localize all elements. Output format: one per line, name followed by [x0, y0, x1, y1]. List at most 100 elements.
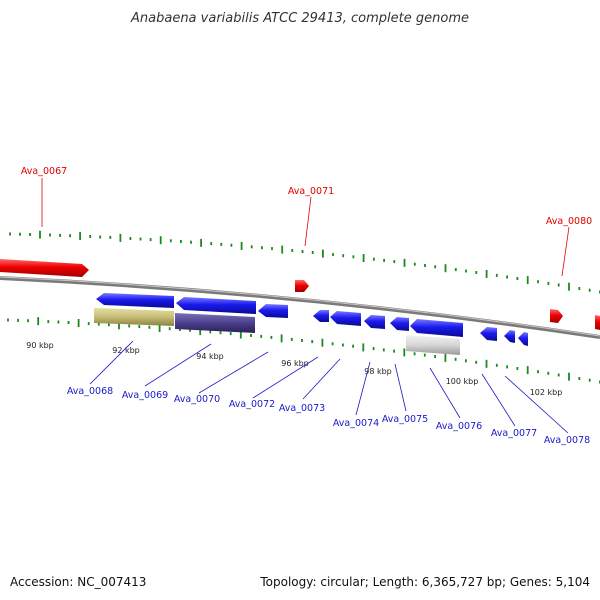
minor-tick [67, 321, 70, 324]
label-leader [304, 196, 312, 247]
minor-tick [372, 347, 375, 351]
gene-ava-0080[interactable] [550, 309, 563, 323]
minor-tick [291, 249, 294, 252]
gene-ava-0071[interactable] [295, 280, 309, 292]
minor-tick [250, 334, 252, 337]
minor-tick [557, 373, 560, 377]
gene-label-ava-0072[interactable]: Ava_0072 [229, 399, 275, 410]
minor-tick [219, 331, 222, 335]
minor-tick [190, 240, 192, 244]
minor-tick [434, 265, 437, 269]
major-tick [158, 324, 161, 332]
minor-tick [588, 288, 591, 292]
outer-tick-track [9, 230, 600, 294]
gene-label-ava-0069[interactable]: Ava_0069 [122, 390, 168, 401]
gene-label-ava-0070[interactable]: Ava_0070 [174, 394, 220, 405]
minor-tick [169, 239, 172, 243]
minor-tick [475, 271, 478, 274]
major-tick [403, 258, 406, 267]
minor-tick [475, 360, 478, 364]
minor-tick [495, 363, 498, 367]
gene-label-ava-0067[interactable]: Ava_0067 [21, 166, 67, 177]
gene-ava-0068-block[interactable] [94, 308, 174, 326]
major-tick [526, 276, 529, 285]
major-tick [200, 238, 202, 247]
label-leader [198, 351, 269, 394]
label-leader [481, 373, 516, 427]
minor-tick [465, 269, 467, 273]
minor-tick [578, 377, 581, 380]
major-tick [79, 232, 81, 241]
major-tick [444, 353, 447, 362]
minor-tick [7, 318, 9, 322]
minor-tick [342, 254, 345, 258]
minor-tick [516, 277, 519, 280]
minor-tick [229, 332, 232, 336]
label-leader [302, 358, 341, 400]
major-tick [403, 348, 406, 357]
minor-tick [454, 357, 457, 361]
map-title: Anabaena variabilis ATCC 29413, complete… [130, 11, 469, 26]
gene-ava-0075-arrow[interactable] [364, 315, 385, 329]
minor-tick [465, 359, 467, 363]
gene-label-ava-0073[interactable]: Ava_0073 [279, 403, 325, 414]
gene-label-ava-0080[interactable]: Ava_0080 [546, 216, 592, 227]
minor-tick [270, 335, 273, 339]
label-leader [89, 340, 134, 385]
gene-label-ava-0077[interactable]: Ava_0077 [491, 428, 537, 439]
minor-tick [413, 262, 416, 266]
minor-tick [495, 273, 498, 277]
gene-ava-0079-arrow[interactable] [518, 332, 528, 346]
gene-ava-0073-arrow[interactable] [313, 310, 329, 322]
gene-ava-0077-arrow[interactable] [480, 327, 497, 341]
minor-tick [352, 255, 355, 259]
gene-label-ava-0071[interactable]: Ava_0071 [288, 186, 334, 197]
gene-ava-0076-block[interactable] [406, 335, 460, 355]
minor-tick [424, 264, 426, 267]
major-tick [362, 343, 365, 352]
gene-ava-0076-arrow[interactable] [390, 317, 409, 331]
minor-tick [148, 325, 151, 329]
gene-label-ava-0068[interactable]: Ava_0068 [67, 386, 113, 397]
gene-label-ava-0074[interactable]: Ava_0074 [333, 418, 379, 429]
gene-ava-0069-block[interactable] [175, 313, 255, 333]
minor-tick [413, 352, 416, 356]
scale-label: 102 kbp [530, 388, 563, 397]
minor-tick [49, 233, 51, 237]
gene-ava-0076b-arrow[interactable] [410, 319, 463, 337]
scale-label: 94 kbp [196, 352, 224, 361]
minor-tick [373, 257, 375, 261]
major-tick [444, 264, 447, 273]
major-tick [37, 317, 40, 326]
gene-ava-0069-arrow[interactable] [96, 293, 174, 308]
gene-ava-0070-arrow[interactable] [176, 297, 256, 314]
minor-tick [129, 237, 132, 240]
minor-tick [311, 251, 314, 254]
minor-tick [87, 322, 90, 326]
label-leader [394, 363, 407, 412]
gene-ava-0081[interactable] [595, 315, 600, 330]
minor-tick [17, 318, 19, 322]
genome-backbone [0, 276, 600, 339]
minor-tick [189, 328, 191, 332]
minor-tick [29, 233, 31, 236]
minor-tick [47, 320, 50, 324]
major-tick [362, 254, 365, 262]
gene-label-ava-0078[interactable]: Ava_0078 [544, 435, 590, 446]
gene-ava-0067[interactable] [0, 259, 89, 277]
gene-label-ava-0076[interactable]: Ava_0076 [436, 421, 482, 432]
major-tick [321, 338, 324, 347]
gene-ava-0074-arrow[interactable] [330, 311, 361, 326]
minor-tick [311, 340, 314, 344]
minor-tick [382, 348, 385, 352]
minor-tick [516, 367, 519, 370]
gene-ava-0072-arrow[interactable] [258, 304, 288, 318]
gene-ava-0078-arrow[interactable] [504, 330, 515, 343]
minor-tick [210, 242, 213, 246]
gene-label-ava-0075[interactable]: Ava_0075 [382, 414, 428, 425]
minor-tick [290, 337, 293, 341]
minor-tick [332, 253, 334, 257]
minor-tick [383, 258, 385, 262]
minor-tick [69, 234, 71, 238]
major-tick [199, 327, 202, 336]
